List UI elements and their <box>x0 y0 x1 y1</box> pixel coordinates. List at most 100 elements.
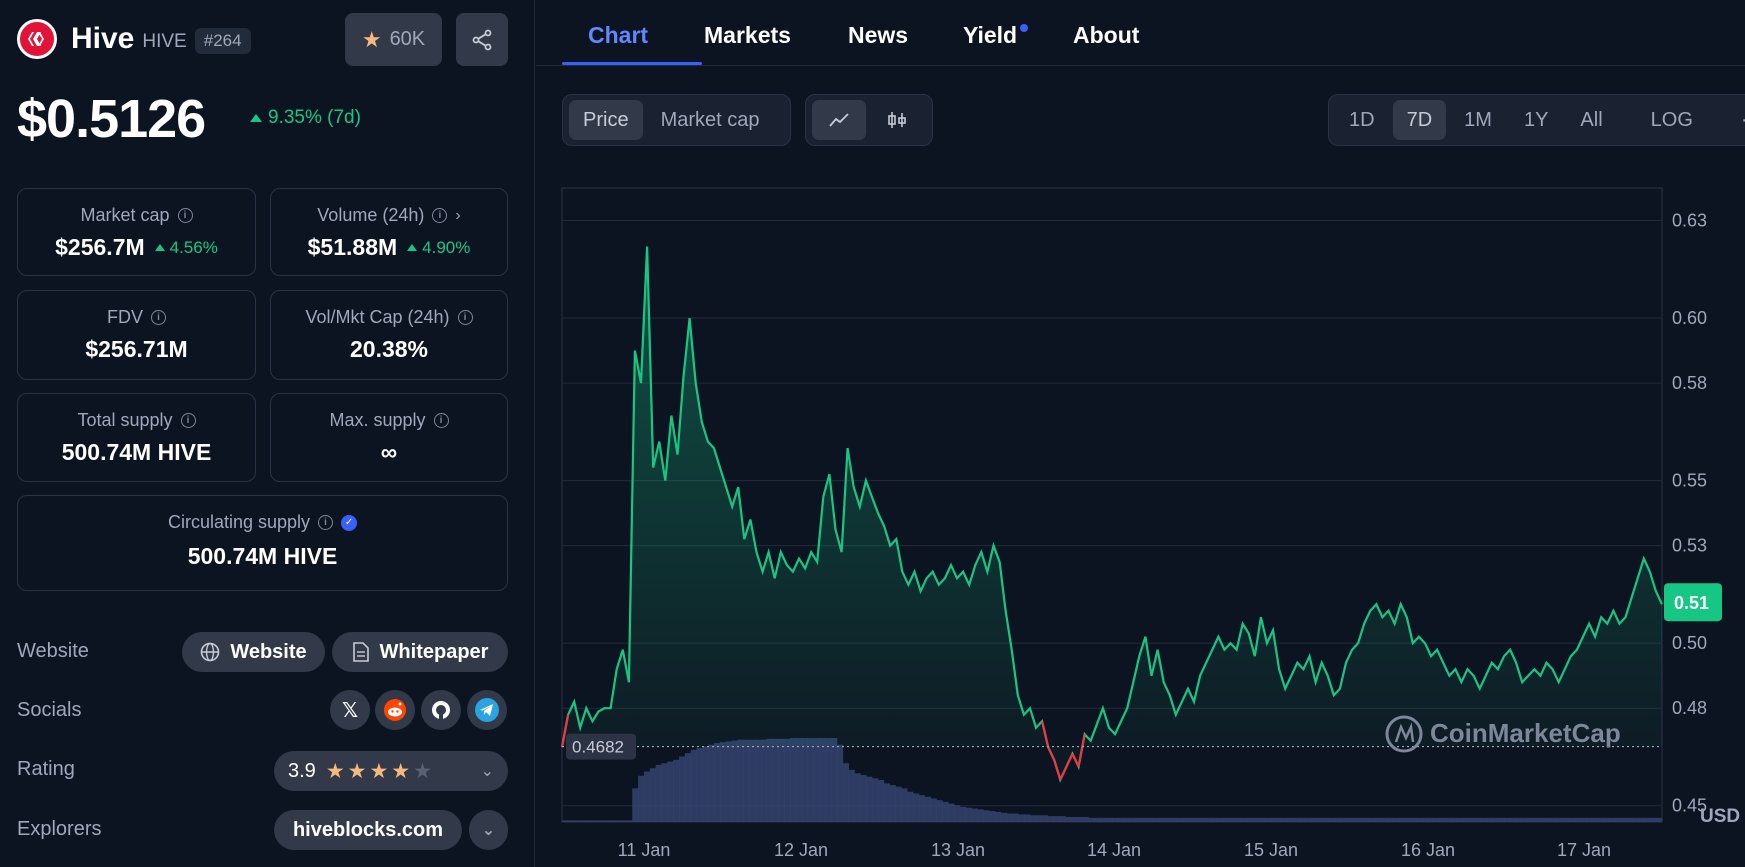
volume-bar <box>1392 817 1400 822</box>
explorer-link-label: hiveblocks.com <box>292 818 444 841</box>
info-icon[interactable]: i <box>432 208 448 223</box>
log-scale-button[interactable]: LOG <box>1650 108 1693 131</box>
verified-icon: ✓ <box>341 514 358 531</box>
price-chart[interactable]: 0.63 0.60 0.58 0.55 0.53 0.50 0.48 0.45 0.4682 0.… <box>536 186 1745 867</box>
chevron-down-icon: ⌄ <box>480 763 494 780</box>
hive-logo-icon <box>17 19 57 59</box>
volume-bar <box>1252 817 1259 822</box>
website-button[interactable]: Website <box>182 632 325 672</box>
volume-bar <box>1539 817 1546 822</box>
rating-pill[interactable]: 3.9 ★ ★ ★ ★ ★ ⌄ <box>274 751 508 791</box>
price-chart-svg[interactable]: 0.63 0.60 0.58 0.55 0.53 0.50 0.48 0.45 0.4682 0.… <box>536 186 1745 867</box>
volume-bar <box>608 820 615 822</box>
range-1y-button[interactable]: 1Y <box>1523 108 1549 131</box>
share-button[interactable] <box>456 13 508 66</box>
price-line-down <box>1041 720 1050 748</box>
telegram-icon <box>475 698 499 722</box>
volume-bar <box>1650 817 1657 822</box>
tab-about[interactable]: About <box>1073 22 1140 48</box>
tab-yield[interactable]: Yield <box>963 22 1018 48</box>
volume-bar <box>743 739 750 822</box>
telegram-button[interactable] <box>467 690 507 730</box>
info-icon[interactable]: i <box>151 310 166 325</box>
range-all-button[interactable]: All <box>1580 108 1603 131</box>
candlestick-chart-button[interactable] <box>870 100 924 140</box>
volume-bar <box>1182 817 1189 822</box>
range-7d-button[interactable]: 7D <box>1392 100 1447 140</box>
volume-card[interactable]: Volume (24h) i › $51.88M 4.90% <box>270 188 508 276</box>
star-icon: ★ <box>413 759 432 783</box>
range-1m-button[interactable]: 1M <box>1464 108 1492 131</box>
price-line-down <box>1059 766 1068 781</box>
y-tick-label: 0.60 <box>1672 308 1707 328</box>
whitepaper-button[interactable]: Whitepaper <box>332 632 508 672</box>
volume-bar <box>1603 817 1610 822</box>
volume-label: Volume (24h) <box>317 205 425 225</box>
volume-bar <box>1544 817 1552 822</box>
document-icon <box>352 642 369 662</box>
volume-bar <box>1346 817 1353 822</box>
volume-bar <box>1188 817 1195 822</box>
watchlist-button[interactable]: ★ 60K <box>345 13 442 66</box>
x-button[interactable]: 𝕏 <box>330 690 370 730</box>
market-cap-toggle-button[interactable]: Market cap <box>660 108 760 131</box>
volume-bar <box>1463 817 1470 822</box>
volume-bar <box>889 785 896 822</box>
y-tick-label: 0.55 <box>1672 471 1707 491</box>
volume-bar <box>1106 817 1113 822</box>
volume-bar <box>749 739 756 822</box>
volume-bar <box>790 738 797 822</box>
volume-bar <box>1082 816 1089 822</box>
volume-bar <box>725 741 732 822</box>
volume-bar <box>778 738 785 822</box>
volume-bar <box>562 820 569 822</box>
volume-bar <box>1147 817 1154 822</box>
rating-label: Rating <box>17 758 75 780</box>
volume-bar <box>655 764 662 822</box>
reddit-button[interactable] <box>375 690 415 730</box>
watermark: CoinMarketCap <box>1430 718 1621 748</box>
info-icon[interactable]: i <box>177 208 193 223</box>
volume-bar <box>579 820 586 822</box>
chevron-right-icon: › <box>455 206 461 224</box>
volume-bar <box>1229 817 1236 822</box>
globe-icon <box>201 642 220 662</box>
socials-label: Socials <box>17 699 82 721</box>
tab-markets[interactable]: Markets <box>704 22 791 48</box>
volume-bar <box>731 740 738 822</box>
more-options-button[interactable]: ··· <box>1727 100 1745 140</box>
info-icon[interactable]: i <box>433 413 449 428</box>
x-tick-label: 13 Jan <box>931 840 985 860</box>
price-change: 9.35% (7d) <box>250 107 361 129</box>
volume-bar <box>1088 817 1095 822</box>
info-icon[interactable]: i <box>180 413 196 428</box>
info-icon[interactable]: i <box>318 515 334 530</box>
info-icon[interactable]: i <box>457 310 473 325</box>
vol-mkt-card: Vol/Mkt Cap (24h) i 20.38% <box>270 290 508 380</box>
range-1d-button[interactable]: 1D <box>1349 108 1375 131</box>
tab-chart[interactable]: Chart <box>588 22 649 48</box>
volume-bar <box>1638 817 1645 822</box>
explorers-dropdown-button[interactable]: ⌄ <box>469 810 508 850</box>
volume-bar <box>1550 817 1557 822</box>
price-toggle-button[interactable]: Price <box>569 100 643 140</box>
volume-bar <box>1457 817 1464 822</box>
tab-news[interactable]: News <box>848 22 909 48</box>
volume-bar <box>901 788 908 822</box>
line-chart-button[interactable] <box>812 100 866 140</box>
volume-bar <box>1117 817 1125 822</box>
coin-header: Hive HIVE #264 <box>17 18 251 60</box>
github-button[interactable] <box>421 690 461 730</box>
volume-bar <box>895 786 902 822</box>
notification-dot <box>1020 24 1028 32</box>
volume-bar <box>766 738 773 822</box>
volume-bar <box>1585 817 1593 822</box>
volume-bar <box>696 748 703 822</box>
explorer-link[interactable]: hiveblocks.com <box>274 810 462 850</box>
volume-bar <box>1509 817 1517 822</box>
circulating-supply-card: Circulating supply i ✓ 500.74M HIVE <box>17 495 508 591</box>
volume-bar <box>1264 817 1271 822</box>
volume-bar <box>1410 817 1417 822</box>
volume-bar <box>1100 817 1107 822</box>
volume-bar <box>1334 817 1341 822</box>
